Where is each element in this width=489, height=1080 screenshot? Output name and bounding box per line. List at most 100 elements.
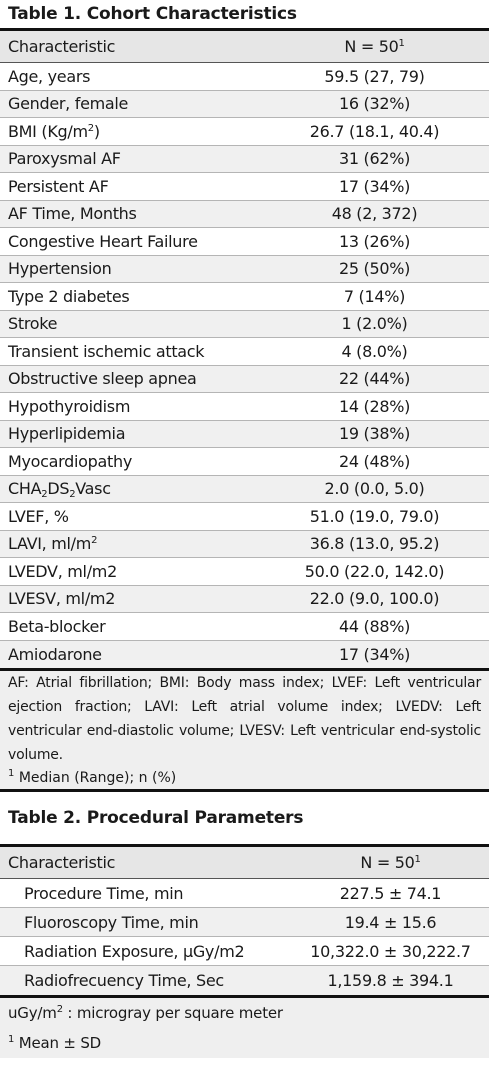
- table-row: Beta-blocker 44 (88%): [0, 613, 489, 641]
- header-rule: [0, 878, 489, 879]
- note-marker: 1: [8, 1034, 15, 1045]
- table-row: Obstructive sleep apnea 22 (44%): [0, 365, 489, 393]
- table-row: Myocardiopathy 24 (48%): [0, 448, 489, 476]
- table-2-top-rule: [0, 844, 489, 847]
- row-label: Procedure Time, min: [24, 883, 184, 903]
- row-value: 22 (44%): [338, 369, 411, 389]
- row-label: Gender, female: [8, 94, 129, 114]
- row-label: Hyperlipidemia: [8, 424, 126, 444]
- row-label-sup: 2: [87, 122, 94, 134]
- row-label: Beta-blocker: [8, 616, 106, 636]
- table-1-header: Characteristic N = 501: [0, 31, 489, 62]
- table-1-end-rule: [0, 789, 489, 792]
- header-n-label: N = 50: [344, 37, 399, 56]
- note-text: Median (Range); n (%): [18, 770, 177, 786]
- row-value: 59.5 (27, 79): [324, 66, 425, 86]
- table-1: Table 1. Cohort Characteristics Characte…: [0, 4, 489, 792]
- table-1-note: 1 Median (Range); n (%): [0, 767, 489, 789]
- row-label: Hypothyroidism: [8, 396, 131, 416]
- table-1-footnote: AF: Atrial fibrillation; BMI: Body mass …: [0, 671, 489, 767]
- table-2-bottom-rule: [0, 995, 489, 998]
- row-value: 17 (34%): [338, 644, 411, 664]
- row-label: LVESV, ml/m2: [8, 589, 116, 609]
- row-value: 24 (48%): [338, 451, 411, 471]
- row-label: Myocardiopathy: [8, 451, 132, 471]
- footnote-text: : microgray per square meter: [62, 1004, 283, 1022]
- header-n-label: N = 50: [360, 853, 415, 872]
- table-row: Hyperlipidemia 19 (38%): [0, 420, 489, 448]
- row-value: 227.5 ± 74.1: [339, 883, 442, 903]
- table-1-title: Table 1. Cohort Characteristics: [8, 4, 297, 24]
- row-label-sup: 2: [91, 535, 98, 547]
- header-n-sup: 1: [398, 38, 405, 49]
- table-row: Amiodarone 17 (34%): [0, 640, 489, 668]
- row-value: 16 (32%): [338, 94, 411, 114]
- row-value: 36.8 (13.0, 95.2): [309, 534, 440, 554]
- table-row: Paroxysmal AF 31 (62%): [0, 145, 489, 173]
- row-label: Fluoroscopy Time, min: [24, 912, 199, 932]
- row-label-sub: 2: [69, 489, 76, 501]
- row-label-text: BMI (Kg/m: [8, 121, 88, 141]
- table-2-footnote: uGy/m2 : microgray per square meter: [0, 998, 489, 1028]
- row-label: LAVI, ml/m2: [0, 534, 300, 553]
- row-value: 26.7 (18.1, 40.4): [309, 121, 440, 141]
- row-label: LVEF, %: [8, 506, 69, 526]
- table-row: LVESV, ml/m2 22.0 (9.0, 100.0): [0, 585, 489, 613]
- row-label-mid: DS: [47, 479, 70, 499]
- row-label-tail: ): [93, 121, 100, 141]
- row-label: Transient ischemic attack: [8, 341, 205, 361]
- header-n: N = 501: [300, 37, 489, 56]
- table-row: BMI (Kg/m2) 26.7 (18.1, 40.4): [0, 118, 489, 146]
- row-label: Stroke: [8, 314, 58, 334]
- table-row: Age, years 59.5 (27, 79): [0, 63, 489, 91]
- header-n-sup: 1: [414, 854, 421, 865]
- row-value: 1,159.8 ± 394.1: [327, 971, 454, 990]
- table-2-header: Characteristic N = 501: [0, 847, 489, 878]
- row-value: 51.0 (19.0, 79.0): [309, 506, 440, 526]
- table-row: LVEF, % 51.0 (19.0, 79.0): [0, 503, 489, 531]
- footnote-unit: uGy/m: [8, 1004, 57, 1022]
- header-rule: [0, 62, 489, 63]
- table-row: AF Time, Months 48 (2, 372): [0, 200, 489, 228]
- footnote-sup: 2: [56, 1004, 63, 1015]
- row-label: CHA2DS2Vasc: [0, 479, 300, 501]
- row-value: 7 (14%): [343, 286, 406, 306]
- table-2-note: 1 Mean ± SD: [0, 1028, 489, 1058]
- row-label: Amiodarone: [8, 644, 102, 664]
- table-row: Persistent AF 17 (34%): [0, 173, 489, 201]
- row-value: 1 (2.0%): [341, 314, 408, 334]
- table-row: Stroke 1 (2.0%): [0, 310, 489, 338]
- row-label: AF Time, Months: [8, 204, 137, 224]
- row-value: 19 (38%): [338, 424, 411, 444]
- row-label-end: Vasc: [75, 479, 111, 499]
- note-marker: 1: [8, 768, 15, 779]
- row-value: 22.0 (9.0, 100.0): [309, 589, 440, 609]
- table-row: Radiation Exposure, µGy/m2 10,322.0 ± 30,…: [0, 937, 489, 966]
- table-row: CHA2DS2Vasc 2.0 (0.0, 5.0): [0, 475, 489, 503]
- row-label: Obstructive sleep apnea: [8, 369, 197, 389]
- table-row: Hypothyroidism 14 (28%): [0, 393, 489, 421]
- row-label: LVEDV, ml/m2: [8, 561, 117, 581]
- table-row: LVEDV, ml/m2 50.0 (22.0, 142.0): [0, 558, 489, 586]
- row-value: 19.4 ± 15.6: [344, 912, 437, 932]
- row-label: Paroxysmal AF: [8, 149, 121, 169]
- table-row: Transient ischemic attack 4 (8.0%): [0, 338, 489, 366]
- table-row: Fluoroscopy Time, min 19.4 ± 15.6: [0, 908, 489, 937]
- row-label: BMI (Kg/m2): [0, 122, 300, 141]
- row-value: 10,322.0 ± 30,222.7: [310, 941, 471, 961]
- table-row: Radiofrecuency Time, Sec 1,159.8 ± 394.1: [0, 966, 489, 995]
- row-value: 48 (2, 372): [331, 204, 418, 224]
- row-label-text: LAVI, ml/m: [8, 534, 92, 554]
- table-2-title: Table 2. Procedural Parameters: [8, 808, 304, 828]
- table-row: Type 2 diabetes 7 (14%): [0, 283, 489, 311]
- header-characteristic: Characteristic: [8, 37, 116, 56]
- note-text: Mean ± SD: [18, 1034, 101, 1052]
- row-label: Age, years: [8, 66, 91, 86]
- row-value: 13 (26%): [338, 231, 411, 251]
- table-1-bottom-rule: [0, 668, 489, 671]
- table-row: Procedure Time, min 227.5 ± 74.1: [0, 879, 489, 908]
- row-value: 50.0 (22.0, 142.0): [304, 561, 445, 581]
- table-row: LAVI, ml/m2 36.8 (13.0, 95.2): [0, 530, 489, 558]
- row-value: 44 (88%): [338, 616, 411, 636]
